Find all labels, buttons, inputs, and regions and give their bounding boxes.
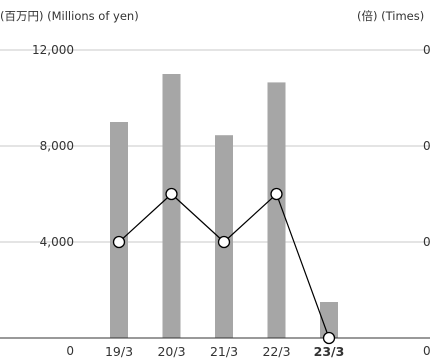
x-tick-label: 23/3 xyxy=(314,344,345,359)
right-tick-label: 0.06 xyxy=(423,43,430,57)
line-point xyxy=(112,235,126,249)
right-axis: 0 0.02 0.04 0.06 xyxy=(423,43,430,358)
right-unit-label: (倍) (Times) xyxy=(357,9,424,23)
x-tick-label: 20/3 xyxy=(157,344,185,359)
left-axis: 0 4,000 8,000 12,000 xyxy=(32,43,74,358)
left-tick-label: 8,000 xyxy=(40,139,74,153)
left-tick-label: 4,000 xyxy=(40,235,74,249)
bar xyxy=(320,302,338,338)
line-point xyxy=(217,235,231,249)
right-tick-label: 0 xyxy=(423,344,430,358)
x-tick-label: 21/3 xyxy=(210,344,238,359)
bar xyxy=(267,82,286,339)
x-axis: 19/3 20/3 21/3 22/3 23/3 xyxy=(105,344,344,359)
left-unit-label: (百万円) (Millions of yen) xyxy=(0,9,139,23)
bar xyxy=(110,122,128,338)
right-tick-label: 0.02 xyxy=(423,235,430,249)
left-tick-label: 0 xyxy=(66,344,74,358)
left-tick-label: 12,000 xyxy=(32,43,74,57)
line-point xyxy=(165,187,178,201)
x-tick-label: 22/3 xyxy=(262,344,290,359)
bar xyxy=(162,74,181,338)
line-series xyxy=(112,187,336,345)
right-tick-label: 0.04 xyxy=(423,139,430,153)
bar-series xyxy=(110,74,338,339)
line-point xyxy=(270,187,283,201)
line-point xyxy=(322,331,336,345)
x-tick-label: 19/3 xyxy=(105,344,133,359)
